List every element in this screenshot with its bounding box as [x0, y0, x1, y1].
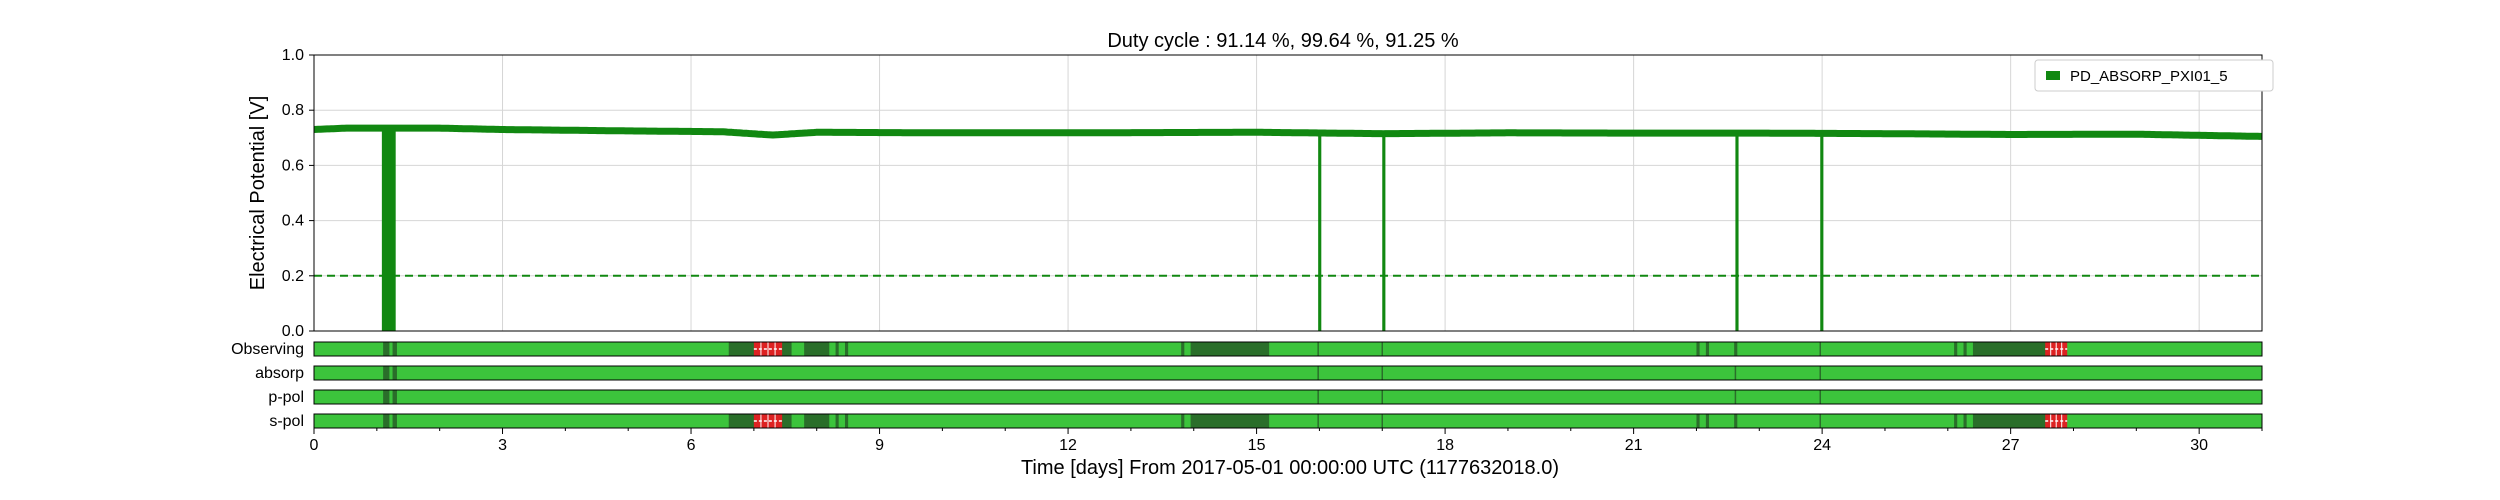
x-tick-label: 0 — [310, 437, 319, 454]
x-tick-label: 9 — [875, 437, 884, 454]
x-tick-label: 3 — [498, 437, 507, 454]
segment-inactive-block — [804, 342, 830, 356]
segment-rows: Observing absorp p-pol s-pol — [231, 341, 2263, 430]
segment-inactive-block — [383, 366, 390, 380]
segment-active-bar — [314, 366, 2262, 380]
segment-inactive-block — [804, 414, 830, 428]
x-axis-label: Time [days] From 2017-05-01 00:00:00 UTC… — [1021, 457, 1559, 479]
y-tick-label: 0.0 — [282, 323, 304, 340]
x-axis: 0 3 6 9 12 15 18 21 24 27 30 — [310, 428, 2263, 454]
segment-row-label: absorp — [255, 365, 304, 382]
x-tick-label: 24 — [1813, 437, 1831, 454]
segment-inactive-block — [392, 414, 397, 428]
x-tick-label: 21 — [1625, 437, 1643, 454]
segment-row-label: Observing — [231, 341, 304, 358]
segment-inactive-block — [1696, 342, 1700, 356]
legend-swatch — [2046, 71, 2060, 80]
segment-inactive-block — [383, 414, 390, 428]
y-tick-label: 0.2 — [282, 268, 304, 285]
segment-inactive-block — [1696, 414, 1700, 428]
segment-row-frame — [313, 389, 2263, 405]
y-tick-label: 0.8 — [282, 102, 304, 119]
chart-title: Duty cycle : 91.14 %, 99.64 %, 91.25 % — [1107, 30, 1459, 52]
x-tick-label: 15 — [1248, 437, 1266, 454]
segment-inactive-block — [383, 390, 390, 404]
segment-inactive-block — [835, 342, 839, 356]
segment-inactive-block — [1181, 414, 1185, 428]
segment-inactive-block — [1954, 414, 1958, 428]
x-tick-label: 27 — [2002, 437, 2020, 454]
segment-inactive-block — [392, 390, 397, 404]
x-tick-label: 18 — [1436, 437, 1454, 454]
segment-inactive-block — [835, 414, 839, 428]
plot-background — [314, 55, 2262, 331]
legend: PD_ABSORP_PXI01_5 — [2034, 59, 2274, 92]
x-tick-label: 30 — [2190, 437, 2208, 454]
y-tick-label: 0.4 — [282, 213, 304, 230]
segment-inactive-block — [1963, 414, 1967, 428]
segment-row-frame — [313, 365, 2263, 381]
legend-label: PD_ABSORP_PXI01_5 — [2070, 68, 2228, 85]
segment-inactive-block — [1705, 342, 1710, 356]
segment-row-label: p-pol — [268, 389, 304, 406]
plot-frame — [313, 54, 2263, 332]
segment-inactive-block — [1972, 414, 2049, 428]
y-axis-label: Electrical Potential [V] — [247, 96, 269, 291]
segment-active-bar — [314, 390, 2262, 404]
y-tick-label: 0.6 — [282, 157, 304, 174]
segment-active-bar — [314, 414, 2262, 428]
x-tick-label: 12 — [1059, 437, 1077, 454]
segment-row-frame — [313, 341, 2263, 357]
plot-area: 0.0 0.2 0.4 0.6 0.8 1.0 — [282, 47, 2264, 340]
segment-row-label: s-pol — [269, 413, 304, 430]
segment-active-bar — [314, 342, 2262, 356]
series-drop — [1318, 132, 1322, 331]
segment-inactive-block — [844, 342, 849, 356]
segment-inactive-block — [392, 342, 397, 356]
segment-inactive-block — [1705, 414, 1710, 428]
y-tick-label: 1.0 — [282, 47, 304, 64]
series-line — [312, 124, 2264, 140]
segment-inactive-block — [1972, 342, 2049, 356]
segment-row-frame — [313, 413, 2263, 429]
series-drop — [1820, 133, 1824, 331]
series-drop — [381, 128, 396, 331]
segment-inactive-block — [392, 366, 397, 380]
series-drop — [1382, 133, 1386, 331]
x-tick-label: 6 — [687, 437, 696, 454]
segment-inactive-block — [1190, 414, 1270, 428]
segment-inactive-block — [1181, 342, 1185, 356]
series-drop — [1735, 133, 1739, 331]
segment-inactive-block — [1190, 342, 1270, 356]
segment-inactive-block — [1963, 342, 1967, 356]
segment-inactive-block — [383, 342, 390, 356]
segment-inactive-block — [844, 414, 849, 428]
legend-box — [2034, 59, 2274, 92]
segment-inactive-block — [1954, 342, 1958, 356]
